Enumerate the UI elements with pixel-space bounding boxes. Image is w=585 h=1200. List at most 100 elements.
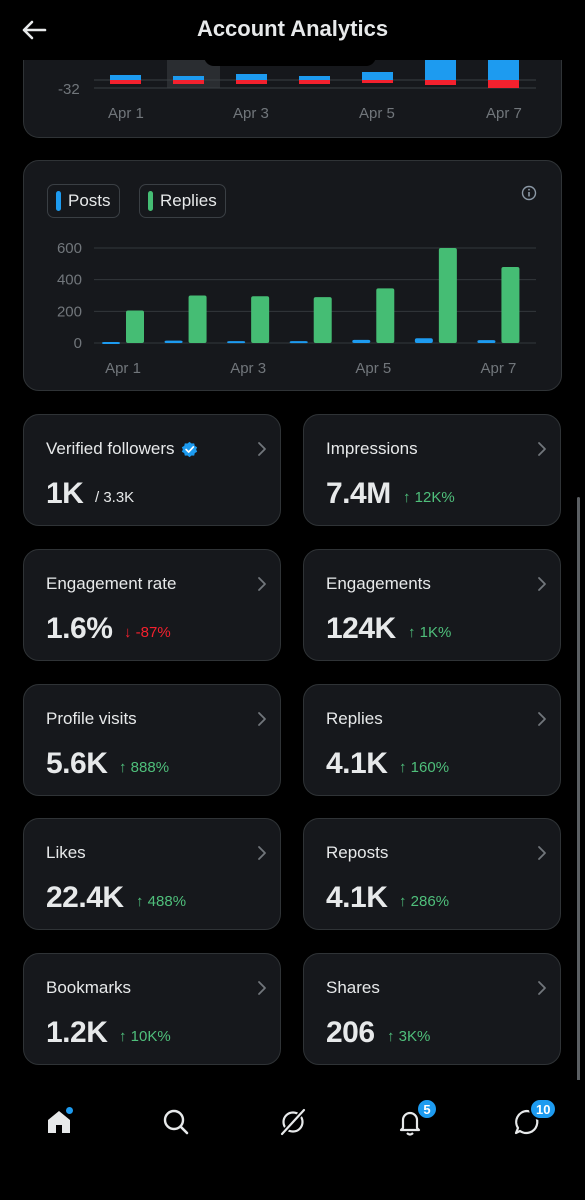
bar-gain (362, 72, 393, 80)
stat-card[interactable]: Profile visits 5.6K ↑ 888% (23, 684, 281, 796)
stat-change: ↑ 888% (119, 759, 169, 776)
stat-label: Reposts (326, 843, 388, 863)
nav-home[interactable] (37, 1100, 81, 1144)
stat-label: Impressions (326, 439, 418, 459)
stat-value: 7.4M (326, 477, 391, 510)
stat-value: 5.6K (46, 747, 108, 780)
page-title: Account Analytics (196, 16, 389, 41)
chevron-right-icon (258, 846, 266, 860)
verified-badge-icon (181, 441, 197, 457)
stat-label-text: Verified followers (46, 439, 175, 458)
legend-replies[interactable]: Replies (139, 184, 226, 218)
arrow-left-icon (22, 20, 47, 40)
stat-change-text: 12K% (414, 489, 455, 506)
stat-label: Verified followers (46, 439, 198, 459)
chevron-right-icon (538, 577, 546, 591)
stat-change-text: -87% (135, 624, 171, 641)
stat-card[interactable]: Engagements 124K ↑ 1K% (303, 549, 561, 661)
bar-gain (425, 58, 456, 80)
arrow-up-icon: ↑ (119, 1028, 131, 1045)
stat-label: Shares (326, 978, 380, 998)
stat-change-text: 1K% (419, 624, 452, 641)
nav-notifications[interactable]: 5 (388, 1098, 438, 1144)
bar-posts[interactable] (352, 339, 371, 343)
bar-replies[interactable] (313, 297, 332, 343)
bar-gain (299, 76, 330, 80)
arrow-down-icon: ↓ (124, 624, 136, 641)
stat-card[interactable]: Bookmarks 1.2K ↑ 10K% (23, 953, 281, 1065)
x-tick-label: Apr 5 (359, 105, 395, 122)
stat-card[interactable]: Replies 4.1K ↑ 160% (303, 684, 561, 796)
stat-value: 1.2K (46, 1016, 108, 1049)
stat-label: Likes (46, 843, 86, 863)
stat-card[interactable]: Impressions 7.4M ↑ 12K% (303, 414, 561, 526)
notifications-badge: 5 (416, 1098, 438, 1120)
chevron-right-icon (258, 442, 266, 456)
bar-posts[interactable] (102, 342, 120, 345)
legend-posts[interactable]: Posts (47, 184, 120, 218)
stat-total: / 3.3K (95, 489, 134, 506)
bottom-nav: 5 10 (0, 1080, 585, 1200)
chevron-right-icon (538, 712, 546, 726)
stat-card[interactable]: Reposts 4.1K ↑ 286% (303, 818, 561, 930)
bar-replies[interactable] (126, 310, 144, 343)
y-tick-label: 0 (74, 335, 82, 352)
nav-messages[interactable]: 10 (505, 1098, 558, 1144)
stat-label-text: Replies (326, 709, 383, 728)
nav-grok[interactable] (271, 1100, 315, 1144)
back-button[interactable] (18, 14, 50, 46)
stat-label: Engagements (326, 574, 431, 594)
chevron-right-icon (538, 981, 546, 995)
stat-label: Profile visits (46, 709, 137, 729)
bar-gain (173, 76, 204, 80)
bar-posts[interactable] (414, 338, 433, 343)
bar-loss (425, 80, 456, 85)
nav-search[interactable] (154, 1100, 198, 1144)
replies-swatch (148, 191, 153, 211)
stat-card[interactable]: Engagement rate 1.6% ↓ -87% (23, 549, 281, 661)
stat-label: Engagement rate (46, 574, 176, 594)
bar-posts[interactable] (289, 341, 308, 344)
stat-change-text: 10K% (130, 1028, 171, 1045)
x-tick-label: Apr 3 (233, 105, 269, 122)
arrow-up-icon: ↑ (119, 759, 131, 776)
stat-label-text: Likes (46, 843, 86, 862)
messages-badge: 10 (529, 1098, 558, 1120)
scrollbar[interactable] (577, 497, 580, 1081)
arrow-up-icon: ↑ (399, 759, 411, 776)
stat-label: Bookmarks (46, 978, 131, 998)
bar-posts[interactable] (227, 341, 246, 344)
stat-change-text: 286% (410, 893, 450, 910)
bar-loss (173, 80, 204, 84)
stat-change-text: 488% (147, 893, 187, 910)
bar-gain (110, 75, 141, 80)
bar-posts[interactable] (164, 340, 183, 343)
stat-label-text: Reposts (326, 843, 389, 862)
x-tick-label: Apr 7 (486, 105, 522, 122)
home-unread-dot (65, 1106, 74, 1115)
bell-icon (399, 1111, 421, 1136)
bar-replies[interactable] (501, 267, 520, 343)
bar-replies[interactable] (188, 295, 207, 344)
stat-value: 1.6% (46, 612, 113, 645)
bar-chart-plot: 0 200 400 600 Apr 1 Apr 3 Apr 5 Apr 7 (57, 240, 536, 377)
bar-loss (488, 80, 519, 88)
stat-label-text: Engagement rate (46, 574, 177, 593)
info-icon[interactable] (521, 185, 537, 201)
stat-card[interactable]: Likes 22.4K ↑ 488% (23, 818, 281, 930)
bar-replies[interactable] (376, 288, 395, 343)
bar-replies[interactable] (438, 248, 457, 343)
posts-replies-chart: Posts Replies 0 200 400 600 Apr 1 Apr 3 Apr 5 A… (23, 160, 562, 391)
chevron-right-icon (258, 577, 266, 591)
bar-posts[interactable] (477, 340, 496, 343)
stat-change-text: / 3.3K (95, 489, 135, 506)
posts-swatch (56, 191, 61, 211)
x-tick-label: Apr 5 (355, 360, 391, 377)
stat-card[interactable]: Verified followers 1K / 3.3K (23, 414, 281, 526)
x-tick-label: Apr 1 (105, 360, 141, 377)
bar-replies[interactable] (251, 296, 270, 343)
home-icon (48, 1111, 70, 1133)
stat-card[interactable]: Shares 206 ↑ 3K% (303, 953, 561, 1065)
y-tick-label: -32 (58, 81, 80, 98)
grok-icon (280, 1108, 306, 1136)
